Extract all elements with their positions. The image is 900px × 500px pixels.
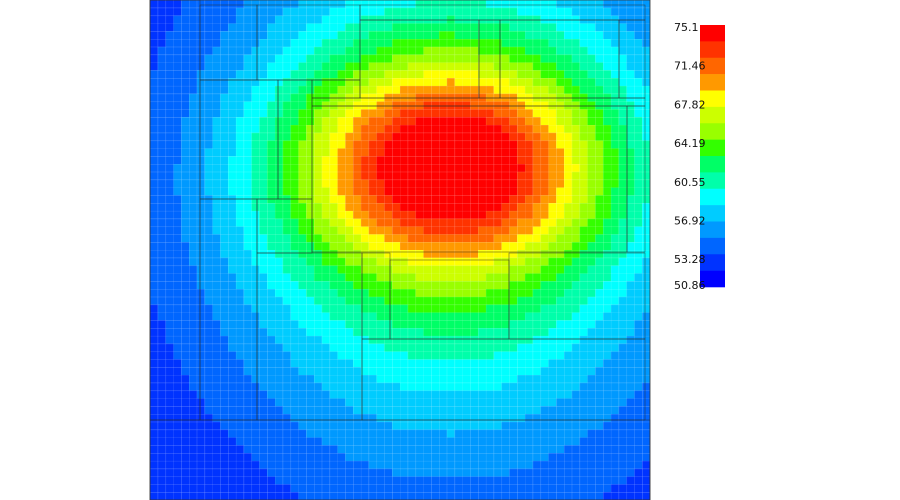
- colorbar-swatch: [700, 172, 725, 190]
- colorbar-tick-label: 56.92: [674, 215, 706, 228]
- colorbar-tick-label: 60.55: [674, 176, 706, 189]
- colorbar-swatch: [700, 74, 725, 91]
- colorbar-swatch: [700, 41, 725, 59]
- colorbar-swatch: [700, 106, 725, 124]
- colorbar-tick-label: 64.19: [674, 137, 706, 150]
- colorbar-swatch: [700, 90, 725, 108]
- colorbar-swatch: [700, 139, 725, 157]
- colorbar-tick-label: 50.86: [674, 279, 706, 292]
- colorbar-swatch: [700, 237, 725, 255]
- colorbar-swatch: [700, 205, 725, 222]
- colorbar-swatch: [700, 156, 725, 173]
- colorbar-swatch: [700, 254, 725, 271]
- colorbar-swatch: [700, 188, 725, 206]
- colorbar-ticks: 75.1 71.46 67.82 64.19 60.55 56.92 53.28 50.86: [674, 21, 706, 292]
- colorbar-tick-label: 71.46: [674, 60, 706, 73]
- colorbar-tick-label: 67.82: [674, 98, 706, 111]
- colorbar-swatch: [700, 270, 725, 288]
- floorplan-block: [626, 105, 646, 253]
- colorbar-swatch: [700, 123, 725, 140]
- heatmap-grid-overlay: [150, 0, 650, 500]
- heatmap-border: [149, 0, 651, 500]
- colorbar-tick-label: 53.28: [674, 253, 706, 266]
- colorbar-swatch: [700, 57, 725, 75]
- colorbar-swatch: [700, 221, 725, 239]
- colorbar: [700, 25, 725, 288]
- colorbar-swatch: [700, 25, 725, 42]
- colorbar-tick-label: 75.1: [674, 21, 699, 34]
